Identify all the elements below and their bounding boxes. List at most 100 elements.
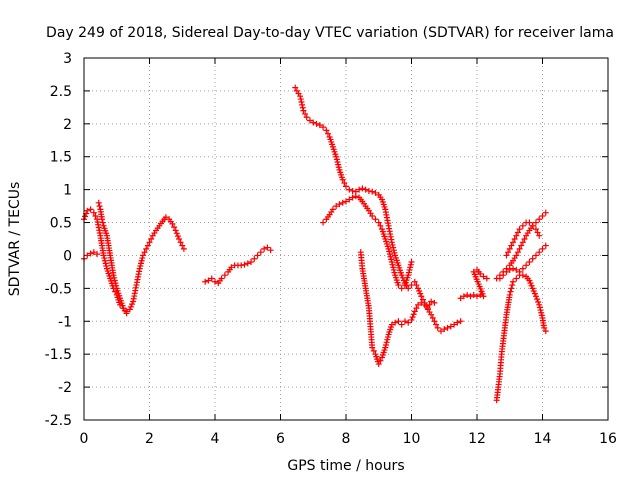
data-point-marker [228, 264, 235, 271]
data-point-marker [341, 180, 348, 187]
data-point-marker [537, 307, 544, 314]
data-point-marker [536, 304, 543, 311]
data-point-marker [90, 249, 97, 256]
data-point-marker [424, 305, 431, 312]
data-point-marker [532, 293, 539, 300]
y-tick-label: 2.5 [50, 84, 72, 100]
data-point-marker [408, 316, 415, 323]
data-point-marker [95, 199, 102, 206]
data-point-marker [529, 285, 536, 292]
data-point-marker [483, 275, 490, 282]
data-point-marker [428, 298, 435, 305]
data-point-marker [383, 339, 390, 346]
data-point-marker [375, 361, 382, 368]
data-point-marker [352, 193, 359, 200]
data-point-marker [392, 319, 399, 326]
data-point-marker [514, 229, 521, 236]
series-arc11 [503, 219, 543, 259]
data-point-marker [372, 216, 379, 223]
data-point-marker [205, 277, 212, 284]
data-point-marker [508, 285, 515, 292]
data-point-marker [417, 290, 424, 297]
data-point-marker [267, 247, 274, 254]
data-point-marker [460, 293, 467, 300]
data-point-marker [316, 122, 323, 129]
data-point-marker [127, 303, 134, 310]
data-point-marker [346, 196, 353, 203]
x-tick-label: 14 [534, 431, 552, 447]
data-point-marker [516, 226, 523, 233]
data-point-marker [103, 262, 110, 269]
data-point-marker [387, 253, 394, 260]
data-point-marker [212, 278, 218, 285]
data-point-marker [528, 282, 535, 289]
data-point-marker [503, 268, 510, 275]
x-tick-label: 8 [342, 431, 351, 447]
data-point-marker [426, 301, 433, 308]
data-point-marker [516, 245, 523, 252]
data-point-marker [177, 239, 184, 246]
data-point-marker [542, 328, 549, 335]
data-point-marker [390, 244, 397, 251]
y-tick-label: -0.5 [45, 281, 72, 297]
data-point-marker [111, 274, 118, 281]
data-point-marker [137, 260, 144, 267]
data-point-marker [441, 326, 448, 333]
series-arc2 [81, 199, 130, 317]
data-point-marker [538, 309, 545, 316]
data-point-marker [513, 232, 520, 239]
y-tick-label: -2 [58, 380, 72, 396]
data-point-marker [541, 324, 548, 331]
data-point-marker [144, 242, 151, 249]
data-point-marker [467, 293, 474, 300]
data-point-marker [428, 311, 435, 318]
data-point-marker [369, 344, 376, 351]
series-arc4 [292, 84, 464, 335]
data-point-marker [415, 301, 422, 308]
data-point-marker [372, 189, 379, 196]
data-point-marker [506, 291, 513, 298]
data-point-marker [146, 239, 153, 246]
data-point-marker [526, 277, 533, 284]
data-point-marker [162, 214, 169, 221]
data-point-marker [511, 236, 518, 242]
data-point-marker [208, 275, 215, 282]
data-point-marker [254, 252, 261, 259]
data-point-marker [297, 96, 304, 103]
data-point-marker [519, 222, 526, 229]
data-point-marker [148, 236, 155, 242]
data-point-marker [382, 344, 389, 351]
series-arc6 [357, 249, 438, 368]
data-point-marker [433, 321, 440, 328]
y-tick-label: -1.5 [45, 347, 72, 363]
data-point-marker [385, 245, 392, 252]
data-points [81, 84, 549, 404]
data-point-marker [405, 319, 412, 326]
data-point-marker [534, 296, 541, 303]
plot-frame [83, 57, 609, 421]
data-point-marker [369, 212, 376, 219]
series-arc9 [493, 209, 549, 282]
data-point-marker [218, 275, 225, 282]
data-point-marker [529, 222, 536, 229]
y-tick-label: 3 [63, 51, 72, 67]
data-point-marker [334, 158, 341, 165]
data-point-marker [447, 323, 454, 330]
data-point-marker [356, 186, 363, 193]
data-point-marker [536, 301, 543, 308]
y-tick-label: -2.5 [45, 413, 72, 429]
data-point-marker [529, 255, 536, 262]
data-point-marker [94, 251, 101, 258]
data-point-marker [391, 249, 398, 256]
data-point-marker [457, 295, 464, 302]
data-point-marker [384, 336, 391, 343]
data-point-marker [519, 239, 526, 246]
data-point-marker [343, 198, 349, 205]
data-point-marker [143, 245, 150, 252]
data-point-marker [391, 269, 398, 276]
data-point-marker [539, 212, 546, 219]
data-point-marker [101, 255, 108, 262]
data-point-marker [480, 273, 487, 280]
data-point-marker [530, 287, 537, 294]
